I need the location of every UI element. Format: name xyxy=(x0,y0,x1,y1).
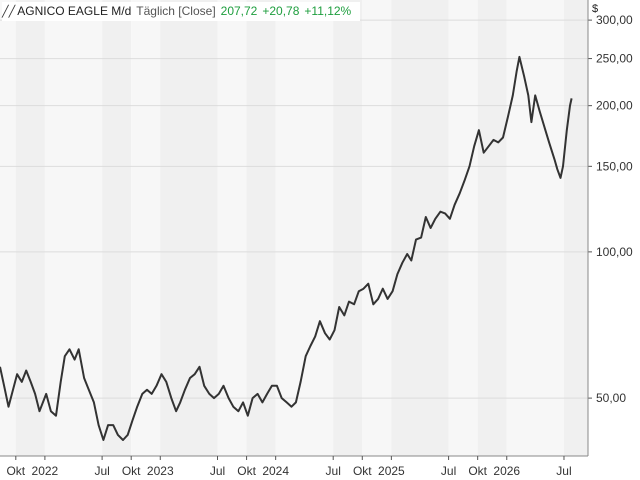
currency-label: $ xyxy=(592,3,599,15)
y-tick-label: 250,00 xyxy=(596,52,633,66)
price-series xyxy=(0,55,573,441)
period-band xyxy=(44,0,103,456)
period-band xyxy=(477,0,507,456)
x-tick-label: Jul xyxy=(556,464,571,478)
y-tick-label: 150,00 xyxy=(596,159,633,173)
x-tick-label: Jul xyxy=(326,464,341,478)
period-band xyxy=(333,0,363,456)
y-tick-label: 50,00 xyxy=(596,391,626,405)
last-price: 207,72 xyxy=(220,4,258,18)
period-band xyxy=(563,0,588,456)
period-band xyxy=(217,0,247,456)
y-tick-label: 100,00 xyxy=(596,245,633,259)
price-line xyxy=(0,55,573,441)
x-tick-label: 2026 xyxy=(493,464,520,478)
x-tick-label: Okt xyxy=(237,464,256,478)
line-chart-icon: ╱╱ xyxy=(2,6,16,18)
x-tick-label: 2023 xyxy=(147,464,174,478)
x-tick-label: 2025 xyxy=(378,464,405,478)
price-change-percent: +11,12% xyxy=(304,4,352,18)
x-axis: Okt 2022 Jul Okt 2023 Jul Okt 2024 Jul Okt 2025 Jul… xyxy=(0,455,588,478)
period-band xyxy=(391,0,449,456)
period-band xyxy=(0,0,16,456)
x-tick-label: Okt xyxy=(122,464,141,478)
x-tick-label: 2022 xyxy=(32,464,59,478)
period-label: Täglich [Close] xyxy=(136,4,216,18)
period-band xyxy=(448,0,478,456)
period-band xyxy=(246,0,276,456)
x-tick-label: Okt xyxy=(468,464,487,478)
chart-header: ╱╱ AGNICO EAGLE M/d Täglich [Close] 207,72 +… xyxy=(2,2,361,21)
x-tick-label: Jul xyxy=(210,464,225,478)
period-band xyxy=(131,0,161,456)
y-tick-label: 200,00 xyxy=(596,99,633,113)
y-tick-label: 300,00 xyxy=(596,13,633,27)
y-axis: 50,00 100,00 150,00 200,00 250,00 300,00 xyxy=(587,0,633,456)
x-tick-label: Okt xyxy=(6,464,25,478)
period-band xyxy=(506,0,564,456)
period-band xyxy=(275,0,334,456)
x-tick-label: Jul xyxy=(94,464,109,478)
price-change: +20,78 xyxy=(262,4,300,18)
x-tick-label: Jul xyxy=(441,464,456,478)
period-band xyxy=(15,0,45,456)
period-band xyxy=(102,0,132,456)
x-tick-label: Okt xyxy=(353,464,372,478)
instrument-symbol: AGNICO EAGLE M/d xyxy=(17,4,132,18)
period-band xyxy=(362,0,392,456)
x-tick-label: 2024 xyxy=(262,464,289,478)
